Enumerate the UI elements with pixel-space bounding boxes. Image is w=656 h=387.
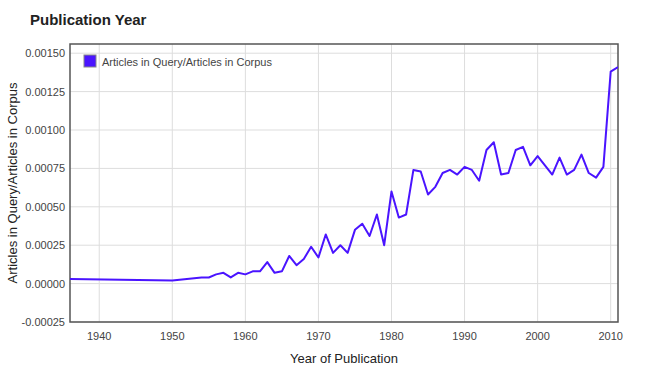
legend: Articles in Query/Articles in Corpus xyxy=(84,55,272,68)
y-grid-line xyxy=(70,168,618,169)
y-tick-label: -0.00025 xyxy=(22,316,65,328)
y-grid-line xyxy=(70,283,618,284)
y-tick-label: 0.00025 xyxy=(25,239,65,251)
x-tick-label: 1990 xyxy=(452,330,476,342)
x-tick-label: 1960 xyxy=(233,330,257,342)
y-grid-line xyxy=(70,130,618,131)
x-tick-label: 2000 xyxy=(525,330,549,342)
y-grid-line xyxy=(70,206,618,207)
y-tick-label: 0.00000 xyxy=(25,278,65,290)
y-tick-label: 0.00050 xyxy=(25,201,65,213)
legend-swatch xyxy=(84,55,96,67)
plot-frame xyxy=(70,44,618,322)
x-tick-label: 1970 xyxy=(306,330,330,342)
x-tick-label: 2010 xyxy=(598,330,622,342)
series-group xyxy=(70,67,618,280)
x-tick-label: 1940 xyxy=(87,330,111,342)
y-grid-line xyxy=(70,245,618,246)
x-grid-line xyxy=(391,44,392,322)
y-axis-label: Articles in Query/Articles in Corpus xyxy=(5,82,20,283)
y-tick-label: 0.00125 xyxy=(25,86,65,98)
x-tick-label: 1980 xyxy=(379,330,403,342)
x-grid-line xyxy=(464,44,465,322)
y-grid-line xyxy=(70,53,618,54)
title: Publication Year xyxy=(30,11,147,28)
y-grid-line xyxy=(70,91,618,92)
x-grid-line xyxy=(318,44,319,322)
x-tick-label: 1950 xyxy=(160,330,184,342)
y-tick-label: 0.00150 xyxy=(25,47,65,59)
y-tick-label: 0.00075 xyxy=(25,162,65,174)
data-line xyxy=(70,67,618,280)
grid xyxy=(70,44,618,322)
x-grid-line xyxy=(537,44,538,322)
legend-label: Articles in Query/Articles in Corpus xyxy=(102,56,272,68)
x-axis-label: Year of Publication xyxy=(290,351,398,366)
x-grid-line xyxy=(245,44,246,322)
y-tick-label: 0.00100 xyxy=(25,124,65,136)
chart: Publication Year -0.00025 0.00000 0.00025 0.… xyxy=(0,0,656,387)
